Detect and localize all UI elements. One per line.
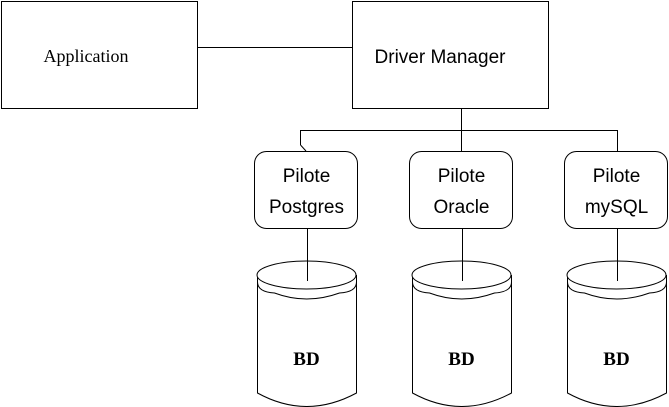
driver-manager-label: Driver Manager: [375, 47, 507, 68]
driver-group: Pilote Oracle BD: [409, 151, 513, 407]
database-cylinder: BD: [566, 260, 667, 407]
driver-group: Pilote mySQL BD: [564, 151, 668, 407]
database-cylinder: BD: [256, 260, 357, 407]
connector-tree: [300, 108, 618, 152]
driver-box: [409, 151, 513, 229]
application-node: Application: [1, 1, 198, 109]
driver-label-line2: mySQL: [585, 197, 648, 218]
driver-label-line1: Pilote: [438, 166, 486, 187]
database-cylinder: BD: [411, 260, 512, 407]
driver-label-line1: Pilote: [283, 166, 331, 187]
driver-box: [254, 151, 358, 229]
driver-box: [564, 151, 668, 229]
database-label: BD: [293, 349, 319, 370]
driver-manager-node: Driver Manager: [352, 1, 549, 109]
driver-label-line1: Pilote: [593, 166, 641, 187]
driver-group: Pilote Postgres BD: [254, 151, 358, 407]
driver-label-line2: Postgres: [269, 197, 344, 218]
application-label: Application: [44, 46, 129, 66]
database-label: BD: [448, 349, 474, 370]
driver-label-line2: Oracle: [434, 197, 490, 218]
database-label: BD: [603, 349, 629, 370]
